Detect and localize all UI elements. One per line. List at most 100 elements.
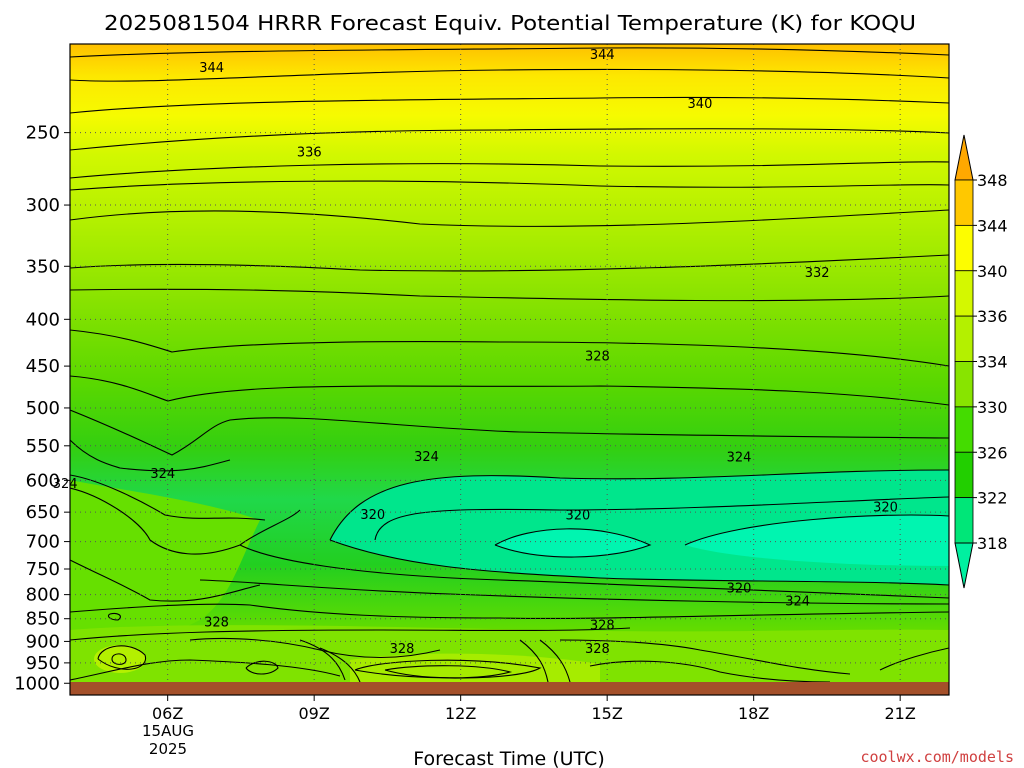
contour-line — [107, 612, 121, 621]
colorbar-top-arrow — [954, 134, 974, 181]
watermark-link[interactable]: coolwx.com/models — [860, 748, 1014, 766]
colorbar-label: 330 — [977, 398, 1008, 417]
contour-label: 328 — [585, 642, 610, 657]
x-tick-label: 09Z — [299, 704, 330, 723]
plot-frame — [69, 43, 950, 696]
y-tick-label: 1000 — [14, 673, 60, 694]
contour-label: 328 — [590, 618, 615, 633]
colorbar-segment — [954, 497, 974, 544]
x-tick-label: 15Z — [592, 704, 623, 723]
y-tick-label: 650 — [26, 502, 60, 523]
y-tick-label: 900 — [26, 631, 60, 652]
contour-line — [319, 647, 361, 683]
contour-line — [70, 180, 949, 191]
y-tick-label: 500 — [26, 398, 60, 419]
contour-label: 320 — [873, 501, 898, 516]
contour-line — [589, 660, 831, 683]
contour-line — [111, 653, 127, 665]
x-tick-label: 21Z — [885, 704, 916, 723]
contour-line — [245, 660, 279, 675]
contour-line — [70, 288, 949, 302]
date-label-day: 15AUG — [142, 722, 194, 740]
contour-line — [70, 659, 341, 681]
contour-label: 328 — [390, 642, 415, 657]
contour-line — [879, 647, 949, 671]
contour-line — [70, 474, 266, 521]
y-tick-label: 350 — [26, 256, 60, 277]
colorbar-label: 326 — [977, 443, 1008, 462]
contour-line — [354, 659, 542, 679]
contour-line — [70, 439, 231, 472]
x-tick-label: 06Z — [152, 704, 183, 723]
y-tick-label: 600 — [26, 470, 60, 491]
contour-line — [519, 639, 549, 683]
contour-line — [384, 665, 513, 679]
y-tick-label: 400 — [26, 309, 60, 330]
colorbar-label: 318 — [977, 534, 1008, 553]
grid-lines — [70, 44, 949, 695]
contour-line — [539, 639, 571, 683]
contour-line — [70, 487, 301, 555]
contour-label: 324 — [53, 477, 78, 492]
plot-area — [70, 44, 949, 695]
y-axis: 2503003504004505005506006507007508008509… — [14, 123, 70, 694]
colorbar-label: 336 — [977, 307, 1008, 326]
contour-label: 324 — [785, 595, 810, 610]
contour-line — [70, 96, 949, 114]
contour-line — [299, 639, 346, 681]
colorbar-segment — [954, 361, 974, 408]
contour-line — [70, 329, 949, 367]
contour-line — [70, 68, 949, 82]
contour-lines — [70, 47, 949, 683]
colorbar-bottom-arrow — [954, 542, 974, 589]
contour-line — [199, 579, 949, 605]
contour-label: 344 — [199, 61, 224, 76]
colorbar: 348 344 340 336 334 330 326 322 318 — [954, 134, 1008, 589]
y-tick-label: 250 — [26, 123, 60, 144]
y-tick-label: 800 — [26, 585, 60, 606]
contour-label: 332 — [805, 266, 830, 281]
fill-region-min-core-1 — [495, 528, 650, 558]
colorbar-label: 322 — [977, 489, 1008, 508]
contour-label: 320 — [727, 582, 752, 597]
contour-line — [70, 559, 261, 602]
contour-label: 340 — [688, 97, 713, 112]
contour-line — [70, 209, 949, 227]
contour-line — [189, 637, 441, 659]
contour-line — [374, 496, 949, 541]
contour-label: 324 — [727, 450, 752, 465]
contour-label: 324 — [150, 467, 175, 482]
contour-line — [70, 627, 631, 641]
contour-line — [70, 409, 949, 456]
colorbar-segment — [954, 406, 974, 453]
colorbar-label: 334 — [977, 353, 1008, 372]
ground-strip — [70, 682, 949, 695]
x-axis: 06Z 09Z 12Z 15Z 18Z 21Z — [152, 695, 916, 723]
chart-title: 2025081504 HRRR Forecast Equiv. Potentia… — [104, 11, 916, 35]
colorbar-segment — [954, 315, 974, 362]
fill-region-surface-warm — [350, 653, 600, 690]
contour-line — [70, 161, 949, 179]
contour-line — [329, 469, 949, 541]
contour-line — [97, 645, 146, 670]
contour-line — [70, 128, 949, 151]
contour-line — [70, 375, 949, 406]
y-tick-label: 300 — [26, 195, 60, 216]
colorbar-segment — [954, 179, 974, 226]
y-tick-label: 850 — [26, 609, 60, 630]
contour-line — [494, 528, 652, 558]
y-tick-label: 700 — [26, 532, 60, 553]
y-tick-label: 950 — [26, 653, 60, 674]
contour-label: 344 — [590, 48, 615, 63]
colorbar-segment — [954, 451, 974, 499]
contour-line — [70, 254, 949, 272]
date-label-year: 2025 — [149, 740, 187, 758]
contour-label: 320 — [565, 509, 590, 524]
contour-line — [70, 47, 949, 58]
contour-label: 320 — [360, 508, 385, 523]
x-axis-label: Forecast Time (UTC) — [413, 748, 604, 768]
contour-line — [70, 603, 949, 620]
colorbar-segment — [954, 224, 974, 272]
